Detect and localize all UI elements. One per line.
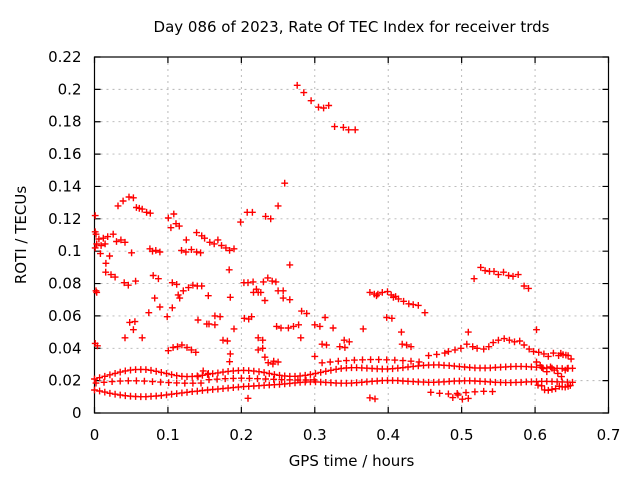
x-tick-label: 0 [90, 426, 100, 444]
y-tick-label: 0.02 [48, 372, 81, 390]
data-points [91, 81, 576, 403]
tick-marks [93, 56, 610, 414]
x-axis-label: GPS time / hours [288, 452, 415, 470]
x-tick-label: 0.4 [376, 426, 400, 444]
y-tick-label: 0.04 [48, 339, 81, 357]
x-tick-label: 0.7 [597, 426, 621, 444]
chart-title: Day 086 of 2023, Rate Of TEC Index for r… [153, 18, 550, 36]
x-tick-label: 0.1 [156, 426, 180, 444]
x-tick-label: 0.5 [450, 426, 474, 444]
x-tick-label: 0.2 [229, 426, 253, 444]
y-tick-label: 0.06 [48, 307, 81, 325]
y-tick-label: 0.12 [48, 210, 81, 228]
y-tick-label: 0.18 [48, 113, 81, 131]
x-tick-label: 0.6 [523, 426, 547, 444]
y-tick-label: 0.08 [48, 275, 81, 293]
y-tick-label: 0 [72, 404, 82, 422]
y-tick-label: 0.2 [58, 80, 82, 98]
y-tick-label: 0.1 [58, 242, 82, 260]
x-tick-label: 0.3 [303, 426, 327, 444]
y-tick-label: 0.22 [48, 48, 81, 66]
y-tick-label: 0.14 [48, 177, 81, 195]
y-tick-label: 0.16 [48, 145, 81, 163]
